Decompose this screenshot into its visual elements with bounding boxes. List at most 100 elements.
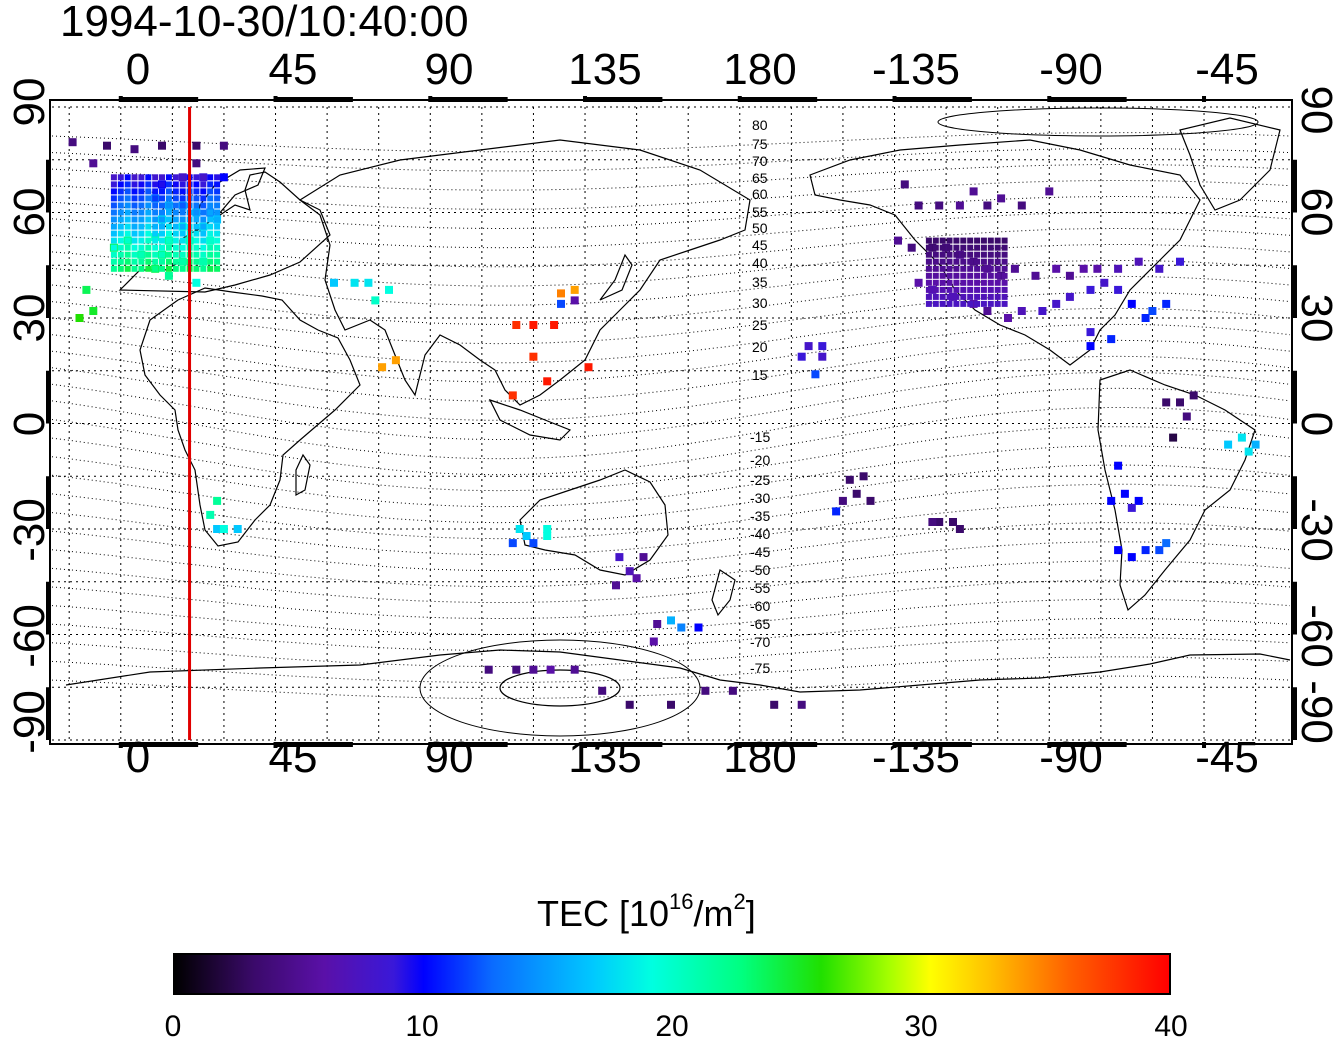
tec-sample	[925, 286, 932, 293]
tec-sample	[138, 181, 145, 188]
tec-sample	[193, 202, 200, 209]
tec-sample	[946, 279, 953, 286]
tec-sample	[131, 181, 138, 188]
tec-sample	[89, 307, 98, 315]
tec-sample	[219, 525, 228, 533]
lat-band	[46, 159, 51, 213]
coast-madagascar	[295, 453, 311, 497]
tec-sample	[974, 300, 981, 307]
magnetic-contour	[51, 148, 1291, 172]
tec-sample	[1001, 237, 1008, 244]
tec-sample	[172, 258, 179, 265]
tec-sample	[932, 251, 939, 258]
lon-band	[1049, 97, 1127, 102]
tec-sample	[570, 665, 579, 674]
tec-sample	[131, 258, 138, 265]
tec-sample	[946, 244, 953, 251]
lon-tick	[1202, 742, 1207, 748]
lat-band	[46, 687, 51, 740]
tec-sample	[159, 251, 165, 258]
tec-sample	[997, 194, 1006, 203]
tec-sample	[932, 244, 939, 251]
tec-sample	[179, 223, 186, 230]
tec-sample	[152, 174, 159, 181]
tec-sample	[192, 159, 201, 168]
tec-sample	[214, 230, 221, 237]
tec-sample	[75, 314, 84, 322]
tec-sample	[508, 539, 517, 548]
tec-sample	[1001, 300, 1008, 307]
tec-sample	[200, 202, 207, 209]
tec-sample	[1141, 546, 1150, 555]
tec-sample	[145, 230, 152, 237]
tec-sample	[214, 202, 221, 209]
tec-sample	[110, 258, 117, 265]
tec-sample	[165, 244, 172, 251]
tec-sample	[612, 581, 620, 590]
tec-sample	[770, 700, 779, 709]
tec-sample	[165, 209, 172, 216]
lon-band	[120, 742, 199, 747]
tec-sample	[1107, 335, 1116, 344]
tec-sample	[955, 525, 964, 533]
tec-sample	[193, 251, 200, 258]
tec-sample	[1134, 496, 1143, 505]
tec-sample	[131, 202, 138, 209]
tec-sample	[214, 188, 221, 195]
tec-sample	[939, 244, 946, 251]
lat-band	[1292, 581, 1297, 635]
tec-sample	[994, 300, 1001, 307]
tec-sample	[364, 278, 373, 287]
tec-sample	[987, 272, 994, 279]
colorbar-tick-label: 0	[164, 1010, 182, 1043]
tec-sample	[512, 665, 521, 674]
tec-sample	[138, 237, 145, 244]
tec-sample	[1001, 286, 1008, 293]
lat-band	[46, 370, 51, 424]
tec-sample	[193, 181, 200, 188]
tec-sample	[124, 237, 131, 244]
magnetic-contour	[51, 598, 1291, 636]
tec-sample	[1114, 546, 1123, 555]
tec-sample	[213, 496, 222, 505]
tec-sample	[928, 285, 937, 294]
tec-sample	[1086, 285, 1095, 294]
tec-sample	[1001, 293, 1008, 300]
lon-band	[739, 742, 818, 747]
tec-sample	[131, 244, 138, 251]
tec-sample	[667, 700, 675, 709]
tec-sample	[925, 293, 932, 300]
tec-sample	[165, 202, 172, 209]
tec-sample	[151, 233, 160, 242]
magnetic-contour	[51, 291, 1291, 345]
top-lon-label: 135	[568, 45, 642, 94]
magnetic-contour	[51, 371, 1291, 441]
colorbar-title-exponent: 16	[669, 889, 694, 914]
tec-sample	[138, 251, 145, 258]
tec-sample	[987, 286, 994, 293]
tec-sample	[967, 300, 974, 307]
tec-sample	[152, 195, 159, 202]
coastlines	[65, 117, 1291, 693]
coast-africa	[139, 287, 361, 547]
tec-sample	[124, 174, 131, 181]
tec-sample	[866, 496, 875, 505]
tec-sample	[192, 278, 201, 287]
contour-label: -65	[750, 616, 770, 632]
contour-label: -60	[750, 598, 770, 614]
colorbar-title-prefix: TEC [10	[537, 893, 670, 934]
tec-sample	[1001, 244, 1008, 251]
tec-sample	[570, 285, 579, 294]
tec-sample	[960, 251, 967, 258]
tec-sample	[1134, 257, 1143, 266]
tec-sample	[200, 265, 207, 272]
tec-sample	[925, 272, 932, 279]
tec-sample	[391, 356, 400, 365]
colorbar-title-unit-exponent: 2	[733, 889, 746, 914]
contour-label: 60	[752, 186, 768, 202]
tec-sample	[138, 258, 145, 265]
magnetic-contour	[51, 244, 1291, 287]
tec-sample	[953, 286, 960, 293]
tec-sample	[1079, 264, 1088, 273]
